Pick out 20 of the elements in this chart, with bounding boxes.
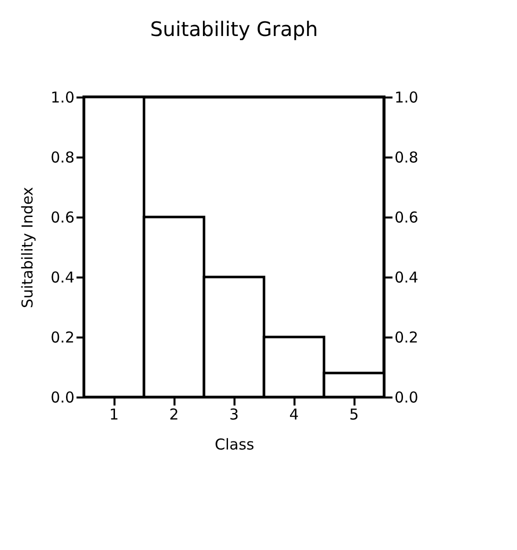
y-tick-label: 0.4: [50, 268, 74, 286]
y-tick-label: 0.8: [50, 148, 74, 166]
chart-title: Suitability Graph: [150, 17, 318, 41]
y2-tick-label: 0.2: [394, 328, 418, 346]
y2-tick-label: 0.0: [394, 388, 418, 406]
x-tick-label: 2: [169, 406, 179, 424]
y-axis-title: Suitability Index: [18, 186, 37, 308]
y2-tick-label: 0.8: [394, 148, 418, 166]
y-tick-label: 0.2: [50, 328, 74, 346]
y-tick-label: 0.0: [50, 388, 74, 406]
x-axis-title: Class: [214, 436, 254, 454]
x-tick-label: 4: [289, 406, 299, 424]
y2-tick-label: 0.4: [394, 268, 418, 286]
y2-tick-label: 1.0: [394, 88, 418, 106]
x-tick-label: 3: [229, 406, 239, 424]
x-tick-label: 1: [109, 406, 119, 424]
x-tick-label: 5: [349, 406, 359, 424]
y-tick-label: 0.6: [50, 208, 74, 226]
y2-tick-label: 0.6: [394, 208, 418, 226]
y-tick-label: 1.0: [50, 88, 74, 106]
